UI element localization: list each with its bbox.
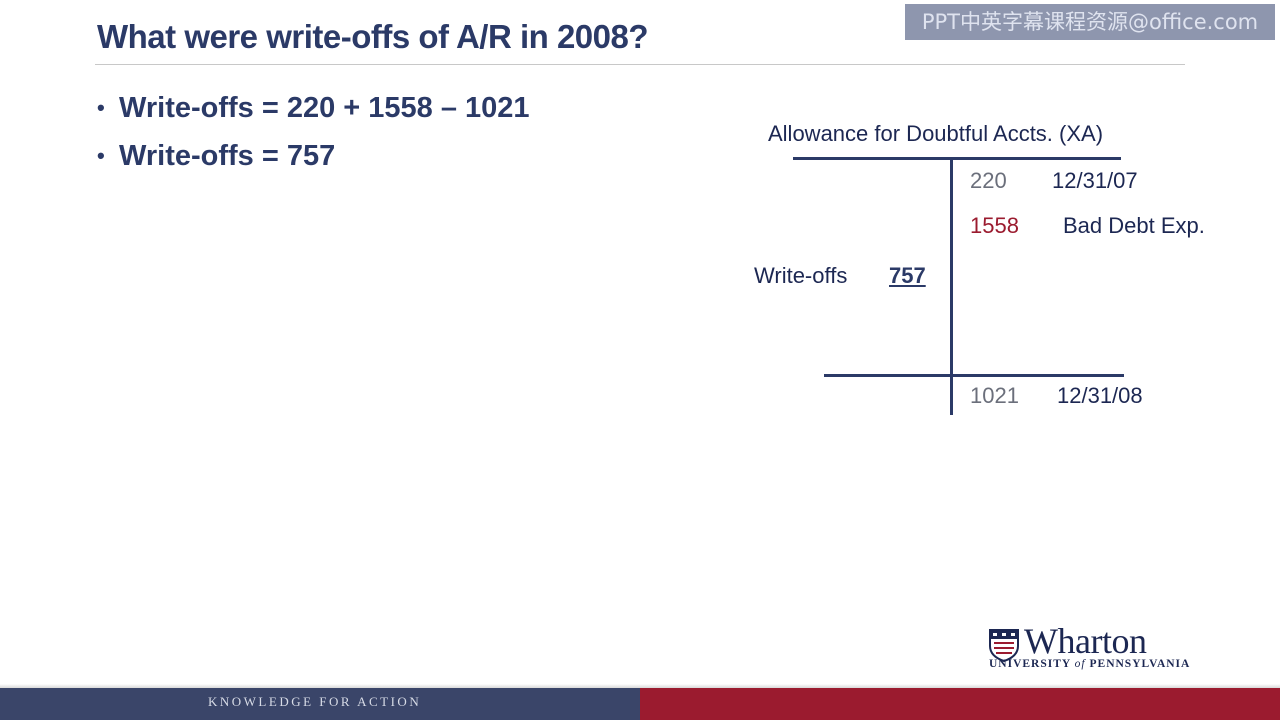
bullet-item: • Write-offs = 220 + 1558 – 1021 (97, 88, 530, 136)
t-account-balance-rule (824, 374, 1124, 377)
credit-label-beginning: 12/31/07 (1052, 168, 1138, 193)
logo-subtitle-of: of (1074, 658, 1086, 670)
t-account-title: Allowance for Doubtful Accts. (XA) (768, 121, 1104, 146)
bullet-icon: • (97, 95, 105, 120)
debit-value-write-offs: 757 (889, 263, 926, 288)
logo-wordmark: Wharton (1024, 621, 1147, 661)
bullet-text: Write-offs = 757 (119, 140, 336, 172)
footer-shadow (0, 684, 1280, 688)
footer-bar-right (640, 688, 1280, 720)
credit-value-bad-debt: 1558 (970, 213, 1019, 238)
bullet-text: Write-offs = 220 + 1558 – 1021 (119, 92, 530, 124)
footer-bar-left (0, 688, 640, 720)
bullet-list: • Write-offs = 220 + 1558 – 1021 • Write-o… (97, 88, 530, 184)
slide-title: What were write-offs of A/R in 2008? (97, 18, 649, 55)
t-account-top-rule (793, 157, 1121, 160)
footer-tagline: KNOWLEDGE FOR ACTION (208, 694, 422, 709)
ending-balance-label: 12/31/08 (1057, 383, 1143, 408)
penn-shield-icon (989, 629, 1019, 662)
logo-subtitle-university: UNIVERSITY (989, 658, 1071, 670)
title-divider (95, 64, 1185, 65)
logo-subtitle: UNIVERSITY of PENNSYLVANIA (989, 658, 1190, 670)
bullet-item: • Write-offs = 757 (97, 136, 530, 184)
watermark: PPT中英字幕课程资源@office.com (905, 4, 1275, 40)
t-account-center-rule (950, 157, 953, 415)
wharton-logo: Wharton UNIVERSITY of PENNSYLVANIA (988, 621, 1198, 674)
debit-label-write-offs: Write-offs (754, 263, 848, 288)
logo-subtitle-penn: PENNSYLVANIA (1089, 658, 1191, 670)
credit-label-bad-debt: Bad Debt Exp. (1063, 213, 1205, 238)
bullet-icon: • (97, 143, 105, 168)
credit-value-beginning: 220 (970, 168, 1007, 193)
ending-balance-value: 1021 (970, 383, 1019, 408)
